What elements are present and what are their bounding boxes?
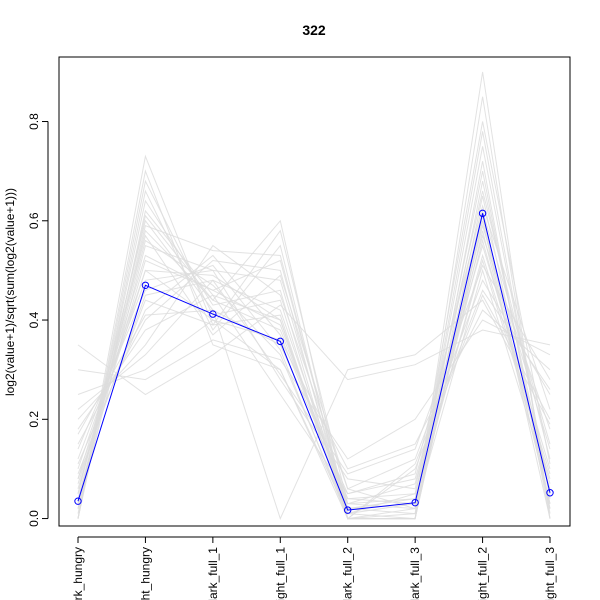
background-series-line [77, 190, 551, 490]
y-tick-label: 0.6 [27, 212, 41, 229]
chart-title: 322 [302, 22, 326, 38]
background-series-line [77, 131, 551, 520]
highlight-series-point [276, 337, 284, 346]
plot-frame [58, 56, 571, 527]
y-tick-label: 0.4 [27, 311, 41, 328]
background-series-line [77, 244, 551, 490]
x-tick-label: dark_full_1 [206, 547, 220, 600]
x-tick-label: light_hungry [138, 547, 152, 600]
y-tick-label: 0.8 [27, 113, 41, 130]
plot-area: 0.0 0.2 0.4 0.6 0.8 dark_hungry light_hungry da… [27, 56, 571, 600]
y-tick-label: 0.0 [27, 510, 41, 527]
background-series-line [77, 259, 551, 520]
background-series-line [77, 304, 551, 396]
x-tick-label: dark_full_2 [341, 547, 355, 600]
background-series-line [77, 319, 551, 460]
highlight-series-point [411, 498, 419, 507]
background-series-line [77, 229, 551, 505]
x-tick-label: light_full_3 [543, 547, 557, 600]
highlight-series-point [344, 506, 352, 514]
background-series-line [77, 299, 551, 520]
highlight-series-point [209, 310, 217, 318]
y-axis-label: log2(value+1)/sqrt(sum(log2(value+1))) [3, 188, 17, 396]
x-tick-label: dark_hungry [71, 547, 85, 600]
x-tick-label: light_full_1 [273, 547, 287, 600]
background-series-line [77, 225, 551, 515]
background-series-line [77, 264, 551, 475]
x-tick-label: dark_full_3 [408, 547, 422, 600]
highlight-series-point [478, 209, 487, 218]
highlight-series-point [141, 281, 150, 289]
background-series-line [77, 264, 551, 520]
background-series-line [77, 154, 551, 520]
x-tick-label: light_full_2 [476, 547, 490, 600]
highlight-series-point [546, 489, 554, 497]
background-series-line [77, 121, 551, 505]
highlight-series-line [77, 213, 551, 511]
background-series-line [77, 146, 551, 510]
highlight-series-point [74, 497, 82, 505]
y-tick-label: 0.2 [27, 411, 41, 428]
